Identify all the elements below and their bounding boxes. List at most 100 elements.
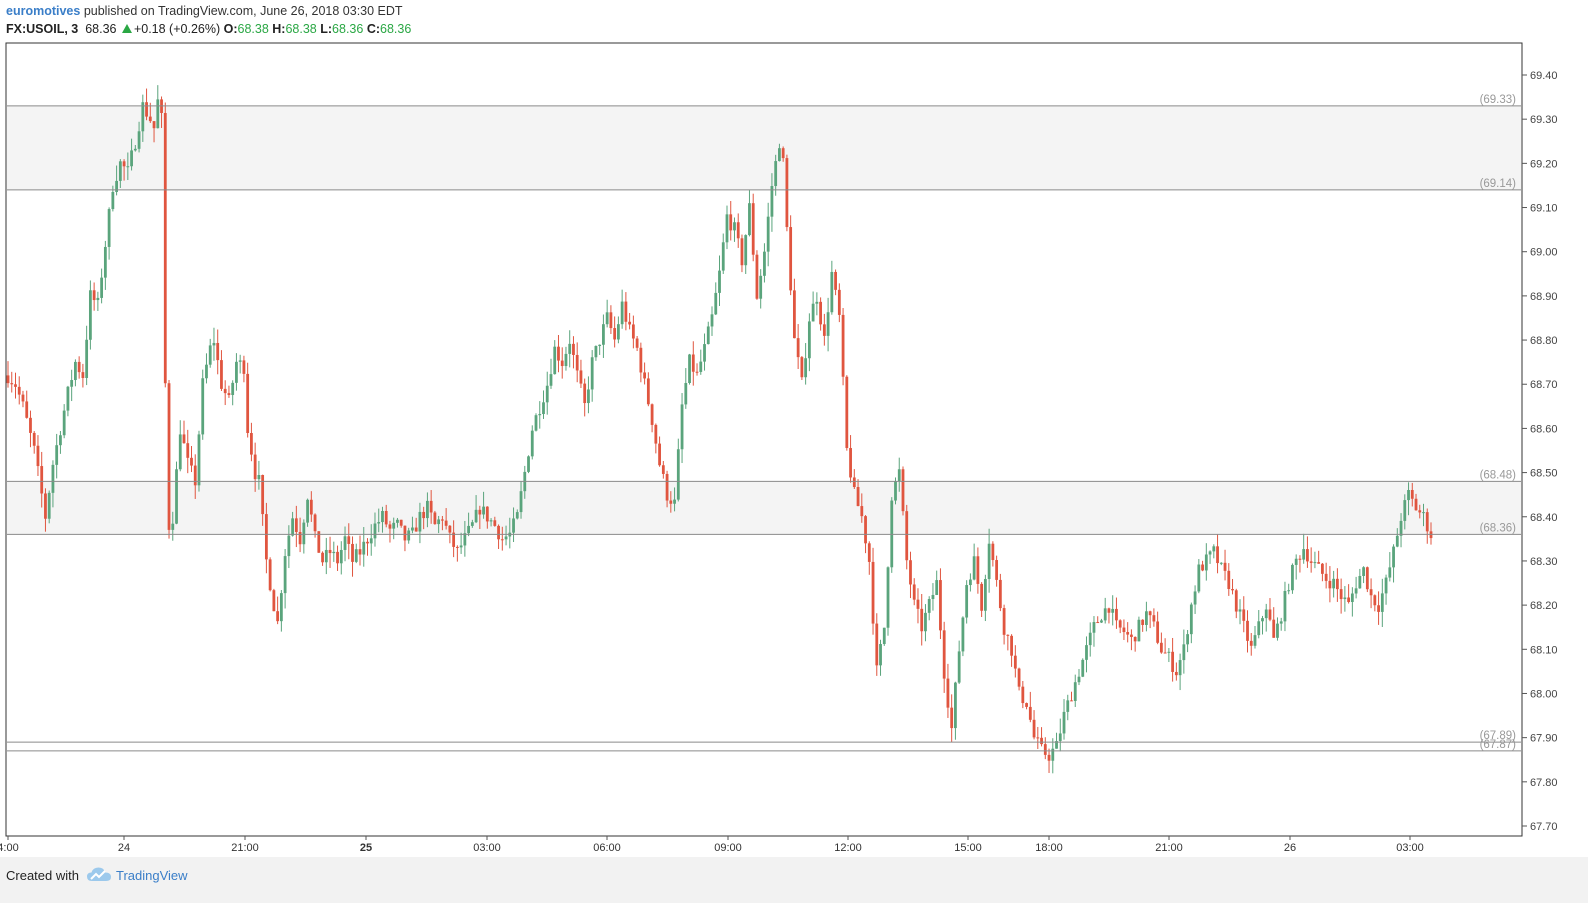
candle-body bbox=[568, 343, 572, 354]
candle-body bbox=[882, 627, 886, 645]
candle-body bbox=[74, 361, 77, 381]
candle-body bbox=[957, 651, 961, 683]
candle-body bbox=[1287, 590, 1291, 592]
candle-body bbox=[328, 549, 332, 554]
candle-body bbox=[47, 492, 51, 519]
published-text: published on TradingView.com, June 26, 2… bbox=[80, 4, 403, 18]
candle-body bbox=[852, 477, 856, 488]
candle-body bbox=[815, 301, 819, 304]
candle-body bbox=[399, 519, 403, 526]
price-axis[interactable]: 69.40 69.30 69.20 69.10 69.00 68.90 68.80 68.70… bbox=[1522, 70, 1558, 833]
candle-body bbox=[362, 541, 366, 555]
candle-body bbox=[1156, 621, 1160, 643]
x-tick-label: 12:00 bbox=[834, 842, 862, 854]
candle-body bbox=[332, 551, 336, 554]
candle-body bbox=[1118, 620, 1122, 628]
candle-body bbox=[100, 277, 104, 298]
candlesticks bbox=[6, 85, 1433, 774]
candle-body bbox=[291, 518, 294, 536]
candle-body bbox=[834, 271, 837, 290]
candle-body bbox=[534, 415, 538, 431]
x-tick-label: 03:00 bbox=[1396, 842, 1424, 854]
x-tick-label: 21:00 bbox=[1155, 842, 1183, 854]
candle-body bbox=[1152, 615, 1156, 622]
candle-body bbox=[804, 358, 808, 378]
low-value: 68.36 bbox=[332, 22, 364, 36]
candle-body bbox=[1197, 564, 1201, 592]
candle-body bbox=[77, 361, 81, 373]
candle-body bbox=[264, 514, 268, 560]
candle-body bbox=[1107, 608, 1111, 613]
candle-body bbox=[527, 456, 530, 472]
symbol-label[interactable]: FX:USOIL, 3 bbox=[6, 22, 79, 36]
candle-body bbox=[1163, 652, 1167, 654]
candle-body bbox=[939, 580, 942, 631]
candle-body bbox=[1422, 512, 1425, 514]
x-tick-label: 21:00 bbox=[231, 842, 259, 854]
candle-body bbox=[927, 599, 931, 613]
candle-body bbox=[70, 380, 74, 387]
candle-body bbox=[545, 385, 549, 403]
candle-body bbox=[235, 361, 238, 383]
candle-body bbox=[965, 585, 969, 618]
candle-body bbox=[242, 360, 246, 374]
candle-body bbox=[763, 251, 766, 276]
candle-body bbox=[407, 530, 411, 541]
candle-body bbox=[1193, 591, 1197, 605]
level-label: (67.87) bbox=[1480, 739, 1517, 751]
candle-body bbox=[463, 533, 467, 546]
tradingview-cloud-icon[interactable] bbox=[86, 865, 112, 885]
candle-body bbox=[1231, 589, 1234, 591]
x-tick-label: 09:00 bbox=[714, 842, 742, 854]
candle-body bbox=[688, 354, 691, 383]
candle-body bbox=[1141, 619, 1145, 625]
candle-body bbox=[1096, 622, 1100, 624]
y-tick-label: 69.30 bbox=[1530, 114, 1558, 126]
candle-body bbox=[279, 593, 283, 622]
candle-body bbox=[594, 346, 598, 358]
candle-body bbox=[1298, 558, 1302, 560]
candle-body bbox=[1227, 570, 1231, 590]
candle-body bbox=[879, 644, 882, 666]
level-label: (68.48) bbox=[1480, 469, 1517, 481]
candle-body bbox=[778, 148, 781, 162]
candle-body bbox=[437, 519, 441, 525]
candle-body bbox=[950, 707, 954, 729]
candle-body bbox=[631, 324, 635, 339]
candle-body bbox=[1216, 546, 1219, 564]
candle-body bbox=[905, 511, 909, 561]
candle-body bbox=[92, 290, 96, 301]
candle-body bbox=[1335, 578, 1339, 590]
candle-body bbox=[624, 301, 628, 322]
candle-body bbox=[1414, 498, 1418, 511]
candle-body bbox=[351, 543, 354, 562]
candle-body bbox=[85, 339, 89, 378]
candle-body bbox=[175, 469, 178, 524]
candle-body bbox=[1186, 634, 1189, 645]
candle-body bbox=[770, 186, 774, 217]
candle-body bbox=[201, 378, 205, 435]
high-value: 68.38 bbox=[285, 22, 317, 36]
tradingview-brand-link[interactable]: TradingView bbox=[116, 868, 188, 883]
candle-body bbox=[324, 549, 328, 563]
candle-body bbox=[864, 516, 867, 544]
candle-body bbox=[485, 506, 489, 522]
candle-body bbox=[298, 531, 302, 545]
candle-body bbox=[811, 303, 815, 322]
candle-body bbox=[583, 383, 587, 404]
candle-body bbox=[1070, 700, 1073, 702]
candle-body bbox=[897, 469, 901, 482]
candle-body bbox=[572, 343, 575, 355]
candle-body bbox=[1253, 635, 1257, 646]
candle-body bbox=[1013, 655, 1017, 669]
candle-body bbox=[1365, 567, 1369, 590]
candle-body bbox=[1032, 719, 1036, 738]
author-link[interactable]: euromotives bbox=[6, 4, 81, 18]
time-axis[interactable]: 4:00 24 21:00 25 03:00 06:00 09:00 12:00 15:00 18… bbox=[0, 836, 1424, 854]
candle-body bbox=[1279, 621, 1283, 624]
candle-body bbox=[1425, 512, 1429, 532]
candle-body bbox=[1246, 620, 1249, 641]
candle-body bbox=[1081, 659, 1085, 677]
candle-body bbox=[1137, 619, 1141, 642]
